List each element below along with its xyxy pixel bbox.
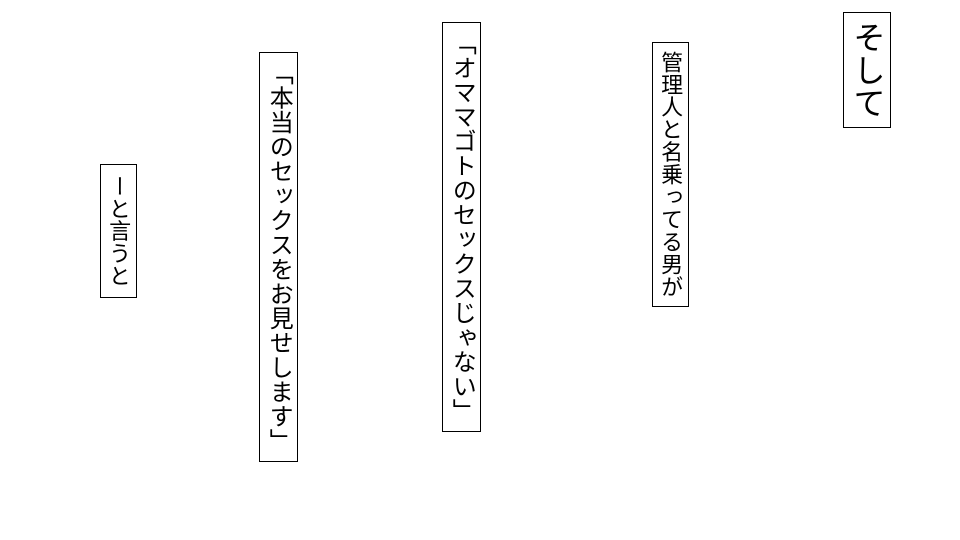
vertical-text-box-5: ーと言うと: [100, 164, 137, 298]
text-content-4: 「本当のセックスをお見せします」: [265, 61, 292, 453]
vertical-text-box-4: 「本当のセックスをお見せします」: [259, 52, 298, 462]
vertical-text-box-2: 管理人と名乗ってる男が: [652, 42, 689, 307]
vertical-text-box-3: 「オママゴトのセックスじゃない」: [442, 22, 481, 432]
text-content-3: 「オママゴトのセックスじゃない」: [448, 31, 475, 423]
text-content-1: そして: [850, 21, 886, 119]
text-content-5: ーと言うと: [106, 175, 131, 287]
vertical-text-box-1: そして: [843, 12, 891, 128]
text-content-2: 管理人と名乗ってる男が: [658, 51, 683, 298]
